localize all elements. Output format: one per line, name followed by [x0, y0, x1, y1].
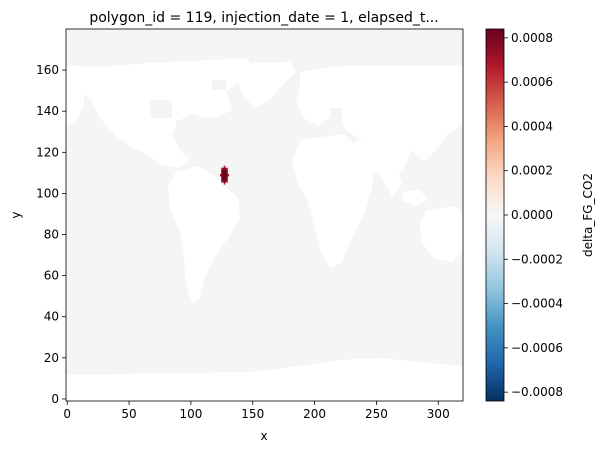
- colorbar-label: delta_FG_CO2: [581, 173, 595, 257]
- land-greenland: [228, 62, 296, 108]
- land-islands: [402, 190, 428, 206]
- y-tick-label: 120: [36, 145, 59, 159]
- heatmap-cell: [224, 169, 227, 173]
- heatmap-cell: [226, 180, 228, 183]
- heatmap-cell: [221, 175, 223, 179]
- heatmap-cell: [226, 178, 228, 181]
- plot-area: [66, 29, 463, 401]
- colorbar-tick-label: −0.0004: [511, 297, 563, 311]
- colorbar-tick-label: −0.0002: [511, 252, 563, 266]
- heatmap-cell: [226, 169, 228, 173]
- heatmap-cell: [223, 173, 226, 177]
- heatmap-cell: [224, 175, 227, 179]
- land-asia-west: [66, 66, 84, 126]
- colorbar-tick-label: −0.0008: [511, 385, 563, 399]
- y-tick-label: 100: [36, 186, 59, 200]
- heatmap-cell: [223, 169, 226, 173]
- heatmap-cell: [221, 167, 223, 171]
- land-antarctica: [66, 358, 463, 401]
- heatmap-cell: [221, 171, 223, 175]
- land-asia: [336, 66, 463, 176]
- y-axis-label: y: [9, 211, 23, 218]
- axes-frame: [65, 28, 464, 402]
- heatmap-cell: [223, 165, 226, 169]
- heatmap-cell: [226, 173, 228, 177]
- heatmap-cell: [224, 178, 227, 181]
- heatmap-cell: [222, 171, 225, 175]
- x-axis-label: x: [260, 429, 267, 443]
- land-arabia-india: [354, 140, 402, 196]
- chart-title: polygon_id = 119, injection_date = 1, el…: [89, 10, 438, 26]
- heatmap-cell: [221, 173, 223, 177]
- heatmap-cell: [222, 173, 225, 177]
- heatmap-cell: [223, 178, 226, 181]
- heatmap-cell: [222, 169, 225, 173]
- heatmap-cell: [222, 178, 225, 181]
- x-tick-label: 100: [179, 407, 202, 421]
- x-tick-label: 250: [365, 407, 388, 421]
- heatmap-cell: [224, 167, 227, 171]
- colorbar: [485, 28, 505, 402]
- colorbar-tick-label: 0.0004: [511, 119, 553, 133]
- land-australia: [420, 206, 463, 262]
- colorbar-ticks: −0.0008 −0.0006 −0.0004 −0.0002 0.0000 0.0002…: [504, 31, 563, 399]
- x-tick-label: 300: [427, 407, 450, 421]
- heatmap-cell: [219, 173, 222, 177]
- heatmap-cell: [221, 180, 223, 183]
- heatmap-cell: [224, 171, 227, 175]
- x-axis-ticks: 0 50 100 150 200 250 300: [63, 401, 450, 421]
- land-south-america: [168, 166, 240, 304]
- heatmap-cell: [227, 173, 230, 177]
- heatmap-cell: [223, 182, 226, 185]
- colorbar-tick-label: 0.0002: [511, 164, 553, 178]
- heatmap-cell: [224, 173, 227, 177]
- ocean-patches: [150, 80, 420, 272]
- y-tick-label: 40: [44, 310, 59, 324]
- land-africa: [292, 134, 374, 268]
- heatmap-cell: [224, 180, 227, 183]
- y-tick-label: 160: [36, 63, 59, 77]
- heatmap-cell: [223, 175, 226, 179]
- heatmap-cell: [221, 169, 223, 173]
- x-tick-label: 150: [241, 407, 264, 421]
- heatmap-cell: [221, 178, 223, 181]
- heatmap-cell: [223, 180, 226, 183]
- x-tick-label: 50: [121, 407, 136, 421]
- y-tick-label: 140: [36, 104, 59, 118]
- colorbar-tick-label: −0.0006: [511, 341, 563, 355]
- heatmap-cell: [226, 171, 228, 175]
- colorbar-tick-label: 0.0008: [511, 31, 553, 45]
- land-mask: [66, 58, 463, 401]
- heatmap-cell: [222, 175, 225, 179]
- heatmap-cell: [223, 167, 226, 171]
- colorbar-tick-label: 0.0006: [511, 75, 553, 89]
- colorbar-tick-label: 0.0000: [511, 208, 553, 222]
- x-tick-label: 200: [303, 407, 326, 421]
- heatmap-cell: [222, 180, 225, 183]
- heatmap-cell: [226, 167, 228, 171]
- heatmap-cell: [226, 175, 228, 179]
- x-tick-label: 0: [63, 407, 71, 421]
- y-axis-ticks: 0 20 40 60 80 100 120 140 160: [36, 63, 66, 406]
- hotspot-layer: [219, 165, 230, 185]
- y-tick-label: 80: [44, 228, 59, 242]
- heatmap-cell: [222, 167, 225, 171]
- y-tick-label: 0: [51, 392, 59, 406]
- y-tick-label: 60: [44, 269, 59, 283]
- heatmap-cell: [223, 171, 226, 175]
- y-tick-label: 20: [44, 351, 59, 365]
